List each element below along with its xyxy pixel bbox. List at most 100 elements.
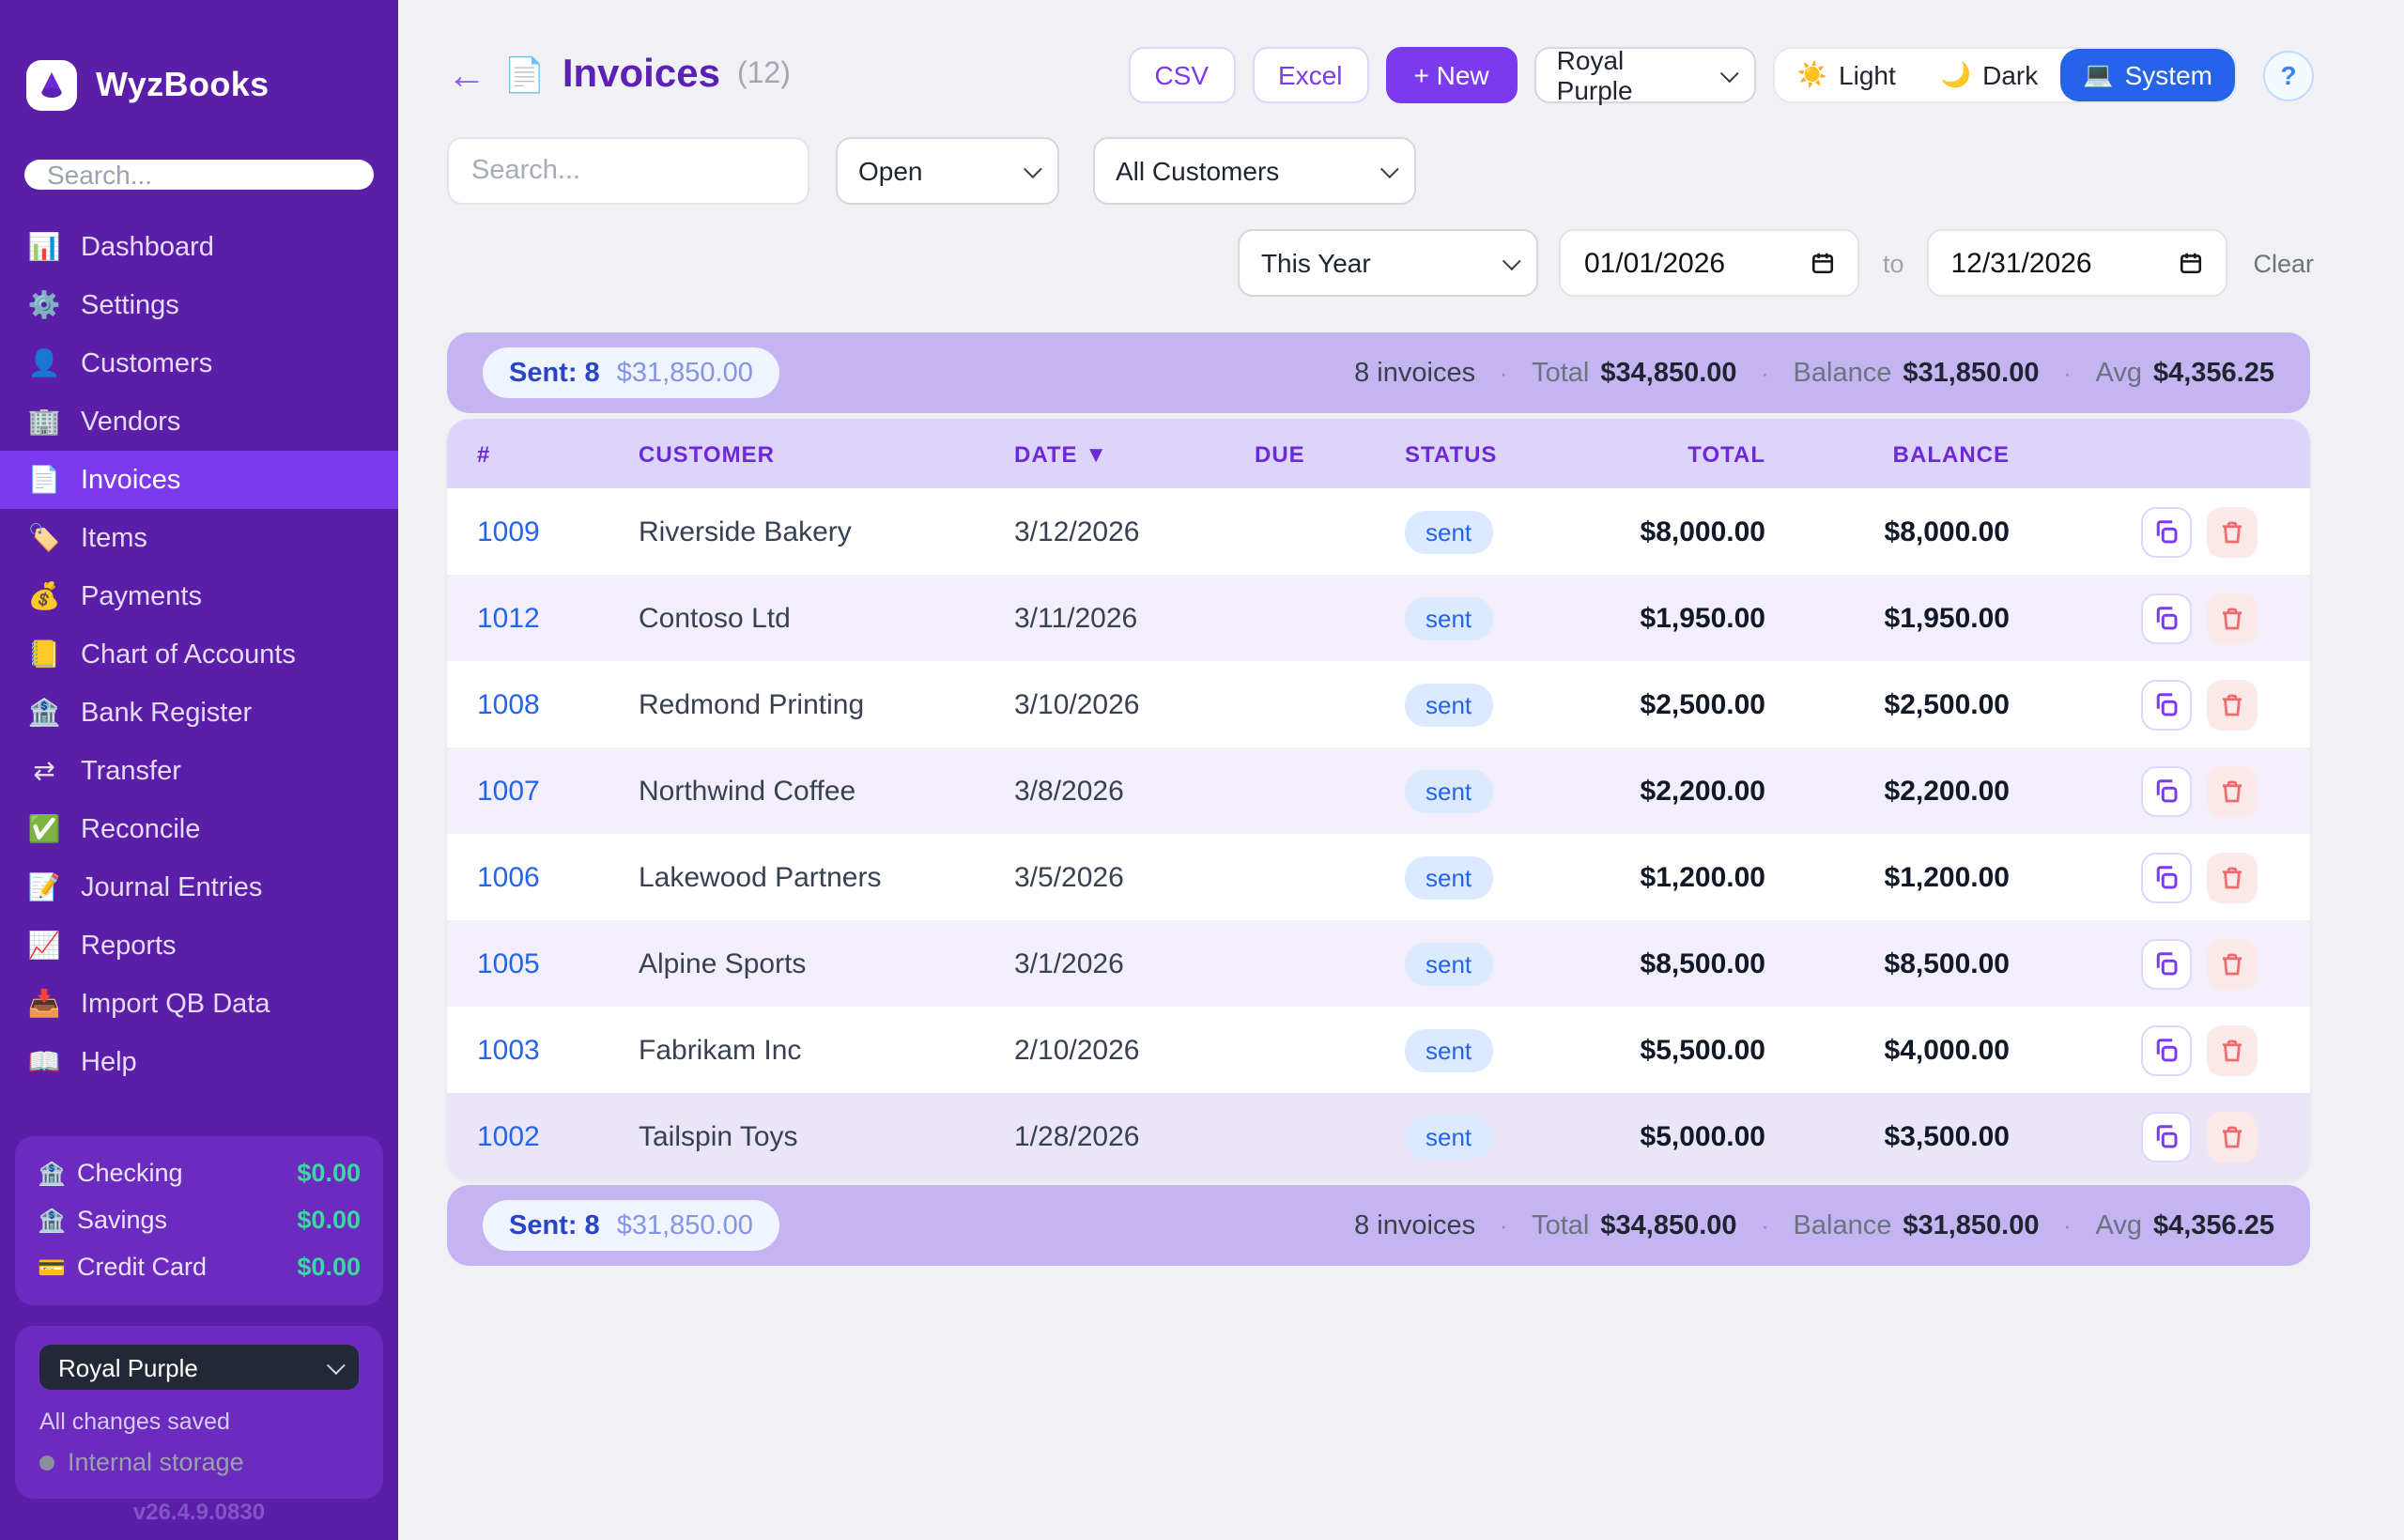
copy-invoice-button[interactable] — [2141, 852, 2192, 902]
building-icon: 🏢 — [27, 406, 61, 436]
sidebar-item-payments[interactable]: 💰 Payments — [0, 567, 398, 625]
bank-icon: 🏦 — [38, 1160, 66, 1186]
sent-count-label: Sent: 8 — [509, 1210, 600, 1240]
sidebar-item-label: Transfer — [81, 756, 181, 786]
table-header-status[interactable]: STATUS — [1405, 440, 1498, 467]
table-row: 1007 Northwind Coffee 3/8/2026 sent $2,2… — [447, 747, 2310, 834]
invoice-number-link[interactable]: 1008 — [477, 688, 540, 720]
date-to-input[interactable]: 12/31/2026 — [1926, 229, 2227, 297]
table-header-due[interactable]: DUE — [1255, 440, 1305, 467]
sidebar-item-transfer[interactable]: ⇄ Transfer — [0, 742, 398, 800]
trash-icon — [2223, 779, 2242, 802]
invoice-number-link[interactable]: 1006 — [477, 861, 540, 893]
status-badge: sent — [1405, 683, 1493, 726]
table-header-[interactable]: # — [477, 440, 491, 467]
copy-invoice-button[interactable] — [2141, 593, 2192, 643]
bank-icon: 🏦 — [38, 1207, 66, 1233]
new-invoice-button[interactable]: + New — [1385, 47, 1518, 103]
theme-card: Royal Purple All changes saved Internal … — [15, 1326, 383, 1499]
total-cell: $8,500.00 — [1640, 947, 1765, 979]
header-theme-select[interactable]: Royal Purple — [1533, 45, 1756, 105]
customer-cell: Tailspin Toys — [639, 1120, 798, 1152]
sidebar-theme-select[interactable]: Royal Purple — [39, 1345, 359, 1390]
date-range-select[interactable]: This Year — [1238, 229, 1539, 297]
delete-invoice-button[interactable] — [2207, 938, 2258, 989]
account-row-checking[interactable]: 🏦 Checking $0.00 — [38, 1149, 361, 1196]
stat-separator: · — [1761, 360, 1769, 386]
table-header-total[interactable]: TOTAL — [1687, 440, 1765, 467]
help-button[interactable]: ? — [2263, 50, 2314, 100]
sidebar-item-label: Vendors — [81, 407, 181, 437]
row-actions — [2010, 938, 2280, 989]
invoice-number-link[interactable]: 1003 — [477, 1034, 540, 1066]
balance-cell: $1,950.00 — [1884, 602, 2010, 634]
delete-invoice-button[interactable] — [2207, 506, 2258, 557]
delete-invoice-button[interactable] — [2207, 1024, 2258, 1075]
table-header-customer[interactable]: CUSTOMER — [639, 440, 775, 467]
date-from-input[interactable]: 01/01/2026 — [1559, 229, 1860, 297]
back-arrow-button[interactable]: ← — [447, 54, 486, 97]
account-balance: $0.00 — [297, 1206, 361, 1234]
invoice-number-link[interactable]: 1009 — [477, 516, 540, 547]
copy-invoice-button[interactable] — [2141, 938, 2192, 989]
sidebar-item-bank-register[interactable]: 🏦 Bank Register — [0, 684, 398, 742]
customer-filter-select[interactable]: All Customers — [1093, 137, 1416, 205]
delete-invoice-button[interactable] — [2207, 1111, 2258, 1162]
sidebar-item-journal-entries[interactable]: 📝 Journal Entries — [0, 858, 398, 916]
delete-invoice-button[interactable] — [2207, 679, 2258, 730]
copy-invoice-button[interactable] — [2141, 1111, 2192, 1162]
delete-invoice-button[interactable] — [2207, 593, 2258, 643]
row-actions — [2010, 679, 2280, 730]
theme-system-option[interactable]: 💻 System — [2060, 49, 2235, 101]
trash-icon — [2223, 1039, 2242, 1061]
invoice-number-link[interactable]: 1012 — [477, 602, 540, 634]
table-row: 1006 Lakewood Partners 3/5/2026 sent $1,… — [447, 834, 2310, 920]
table-header-date-sort[interactable]: DATE ▼ — [1014, 440, 1108, 467]
invoice-number-link[interactable]: 1002 — [477, 1120, 540, 1152]
sidebar-item-import-qb-data[interactable]: 📥 Import QB Data — [0, 975, 398, 1033]
invoices-count-stat: 8 invoices — [1354, 358, 1476, 388]
sidebar-search-input[interactable] — [24, 160, 374, 190]
sidebar-item-label: Bank Register — [81, 698, 253, 728]
sidebar-item-help[interactable]: 📖 Help — [0, 1033, 398, 1091]
invoice-search-input[interactable] — [447, 137, 809, 205]
table-header-balance[interactable]: BALANCE — [1892, 440, 2010, 467]
total-cell: $8,000.00 — [1640, 516, 1765, 547]
total-cell: $1,200.00 — [1640, 861, 1765, 893]
clear-dates-button[interactable]: Clear — [2253, 249, 2314, 277]
export-excel-button[interactable]: Excel — [1252, 47, 1369, 103]
sidebar-item-reconcile[interactable]: ✅ Reconcile — [0, 800, 398, 858]
copy-icon — [2156, 1038, 2178, 1061]
export-csv-button[interactable]: CSV — [1128, 47, 1236, 103]
copy-invoice-button[interactable] — [2141, 1024, 2192, 1075]
date-cell: 3/12/2026 — [1014, 516, 1140, 547]
account-row-savings[interactable]: 🏦 Savings $0.00 — [38, 1196, 361, 1243]
customer-cell: Alpine Sports — [639, 947, 807, 979]
date-cell: 2/10/2026 — [1014, 1034, 1140, 1066]
sidebar-item-items[interactable]: 🏷️ Items — [0, 509, 398, 567]
copy-invoice-button[interactable] — [2141, 506, 2192, 557]
theme-light-option[interactable]: ☀️ Light — [1775, 49, 1919, 101]
delete-invoice-button[interactable] — [2207, 852, 2258, 902]
sidebar-item-chart-of-accounts[interactable]: 📒 Chart of Accounts — [0, 625, 398, 684]
delete-invoice-button[interactable] — [2207, 765, 2258, 816]
sidebar-item-reports[interactable]: 📈 Reports — [0, 916, 398, 975]
sidebar-item-label: Items — [81, 523, 147, 553]
invoice-number-link[interactable]: 1007 — [477, 775, 540, 807]
invoice-table-section: Sent: 8 $31,850.00 8 invoices · Total $3… — [447, 332, 2310, 1266]
copy-invoice-button[interactable] — [2141, 679, 2192, 730]
invoice-number-link[interactable]: 1005 — [477, 947, 540, 979]
copy-invoice-button[interactable] — [2141, 765, 2192, 816]
sidebar-item-invoices[interactable]: 📄 Invoices — [0, 451, 398, 509]
sidebar-item-vendors[interactable]: 🏢 Vendors — [0, 393, 398, 451]
account-row-credit-card[interactable]: 💳 Credit Card $0.00 — [38, 1243, 361, 1290]
copy-icon — [2156, 778, 2178, 802]
app-version: v26.4.9.0830 — [132, 1499, 266, 1525]
sidebar-item-dashboard[interactable]: 📊 Dashboard — [0, 218, 398, 276]
total-cell: $2,500.00 — [1640, 688, 1765, 720]
copy-icon — [2156, 865, 2178, 888]
theme-dark-option[interactable]: 🌙 Dark — [1919, 49, 2061, 101]
sidebar-item-customers[interactable]: 👤 Customers — [0, 334, 398, 393]
status-filter-select[interactable]: Open — [836, 137, 1059, 205]
sidebar-item-settings[interactable]: ⚙️ Settings — [0, 276, 398, 334]
